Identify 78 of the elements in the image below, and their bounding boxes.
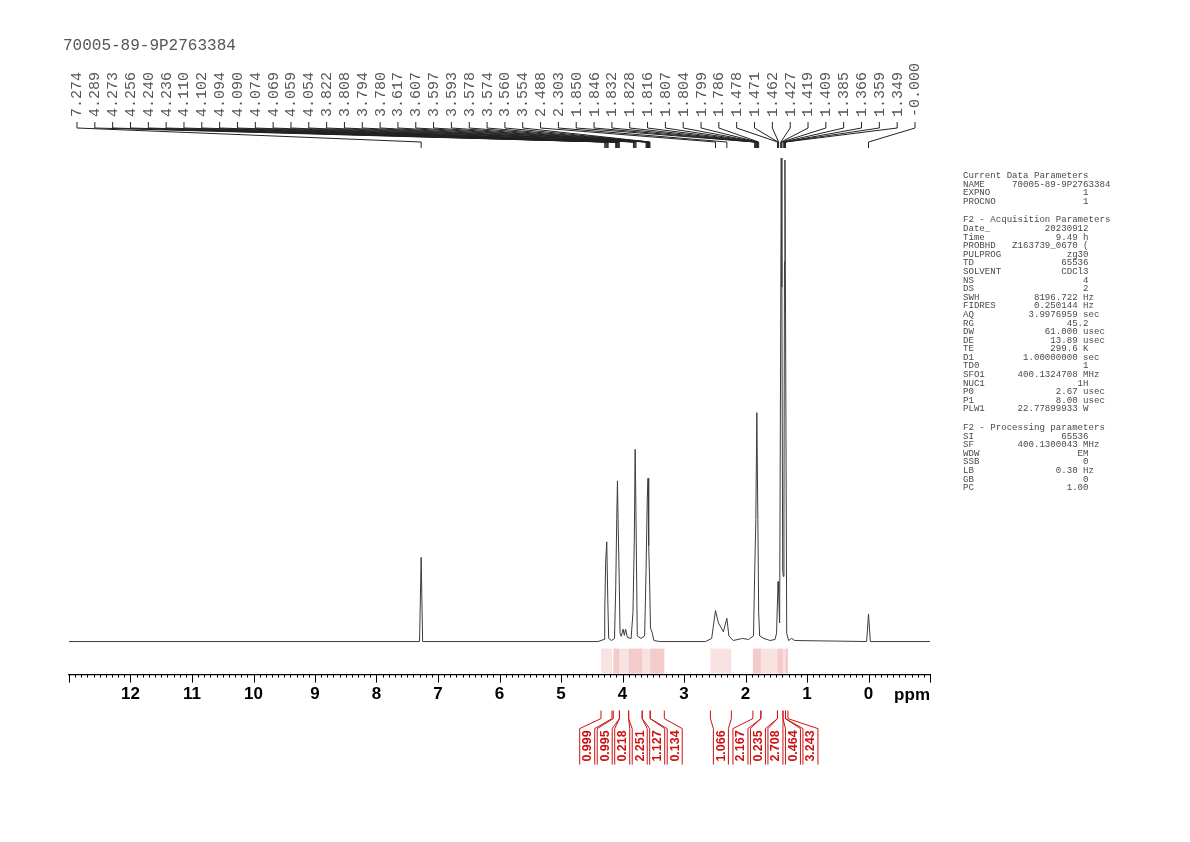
band-label: 2.708 — [768, 730, 783, 762]
annotation: 4.090 — [229, 71, 247, 117]
annotation: 2.488 — [533, 71, 551, 117]
x-tick-label: 7 — [433, 684, 443, 704]
annotation: 1.804 — [675, 71, 693, 117]
annotation: 4.273 — [105, 71, 123, 117]
x-tick-label: 0 — [863, 684, 874, 704]
annotation: 1.419 — [800, 71, 818, 117]
annotation: 3.597 — [426, 71, 444, 117]
x-tick-label: 8 — [371, 684, 382, 704]
text: Current Data Parameters NAME 70005-89-9P2763384 EXPNO 1 PROCNO 1 — [963, 170, 1111, 207]
annotation: -0.000 — [907, 62, 925, 117]
annotation: 1.478 — [729, 71, 747, 117]
chart-title: 70005-89-9P2763384 — [63, 37, 236, 55]
annotation: 4.256 — [122, 71, 140, 117]
annotation: 1.409 — [818, 71, 836, 117]
band-label: 0.235 — [750, 730, 765, 762]
annotation: 4.059 — [283, 71, 301, 117]
annotation: 1.786 — [711, 71, 729, 117]
annotation: 4.236 — [158, 71, 176, 117]
band-label: 3.243 — [803, 730, 818, 762]
annotation: 4.102 — [194, 71, 212, 117]
x-tick-label: 3 — [679, 684, 689, 704]
x-tick-label: 10 — [244, 684, 263, 704]
annotation: 1.816 — [640, 71, 658, 117]
annotation: 1.349 — [889, 71, 907, 117]
x-tick-label: 2 — [740, 684, 751, 704]
annotation: 3.808 — [336, 71, 354, 117]
x-tick-label: 9 — [310, 684, 320, 704]
annotation: 1.846 — [586, 71, 604, 117]
annotation: 4.240 — [140, 71, 158, 117]
annotation: 1.385 — [836, 71, 854, 117]
annotation: 1.850 — [568, 71, 586, 117]
annotation: 3.578 — [461, 71, 479, 117]
annotation: 3.554 — [515, 71, 533, 117]
annotation: 1.359 — [871, 71, 889, 117]
x-tick-label: 11 — [183, 684, 201, 704]
annotation: 3.794 — [354, 71, 372, 117]
annotation: 3.607 — [408, 71, 426, 117]
annotation: 3.560 — [497, 71, 515, 117]
band-label: 0.995 — [597, 730, 612, 762]
annotation: 2.303 — [550, 71, 568, 117]
annotation: 1.799 — [693, 71, 711, 117]
annotation: 1.366 — [853, 71, 871, 117]
band-label: 1.127 — [650, 730, 665, 762]
annotation: 1.462 — [764, 71, 782, 117]
annotation: 4.069 — [265, 71, 283, 117]
x-tick-label: 1 — [802, 684, 812, 704]
annotation: 1.807 — [657, 71, 675, 117]
x-tick-label: 4 — [617, 684, 628, 704]
band-label: 0.999 — [580, 730, 595, 762]
annotation: 4.110 — [176, 71, 194, 117]
band-label: 0.218 — [615, 730, 630, 762]
text: F2 - Acquisition Parameters Date_ 20230912 Time 9.49 h PROBHD Z163739_0670 ( PULPROG zg30 TD 65536 SOLVENT CDCl3 NS 4 DS 2 SWH 8196.722 Hz FIDRES 0.250144 Hz AQ 3.9976959 sec RG 45.2 DW 61.000 usec DE 13.89 usec TE 299.6 K D1 1.00000000 sec TD0 1 SFO1 400.1324708 MHz NUC1 1H P0 2.67 usec P1 8.00 usec PLW1 22.77899933 W — [963, 214, 1111, 415]
annotation: 4.289 — [87, 71, 105, 117]
band-label: 0.464 — [785, 730, 800, 762]
annotation: 3.574 — [479, 71, 497, 117]
annotation: 3.593 — [443, 71, 461, 117]
text: F2 - Processing parameters SI 65536 SF 400.1300043 MHz WDW EM SSB 0 LB 0.30 Hz GB 0 PC 1.00 — [963, 422, 1106, 494]
annotation: 4.054 — [301, 71, 319, 117]
x-tick-label: 12 — [121, 684, 140, 704]
annotation: 3.780 — [372, 71, 390, 117]
annotation: 4.074 — [247, 71, 265, 117]
band-label: 1.066 — [713, 730, 728, 762]
annotation: 1.828 — [622, 71, 640, 117]
x-axis-title: ppm — [894, 684, 930, 704]
band-label: 2.167 — [733, 730, 748, 762]
annotation: 7.274 — [69, 71, 87, 117]
annotation: 1.427 — [782, 71, 800, 117]
x-tick-label: 5 — [556, 684, 566, 704]
annotation: 3.617 — [390, 71, 408, 117]
annotation: 1.471 — [747, 71, 764, 117]
band-label: 2.251 — [632, 730, 647, 762]
band-label: 0.134 — [667, 730, 682, 762]
x-tick-label: 6 — [494, 684, 505, 704]
annotation: 4.094 — [212, 71, 230, 117]
annotation: 3.822 — [319, 71, 337, 117]
annotation: 1.832 — [604, 71, 622, 117]
